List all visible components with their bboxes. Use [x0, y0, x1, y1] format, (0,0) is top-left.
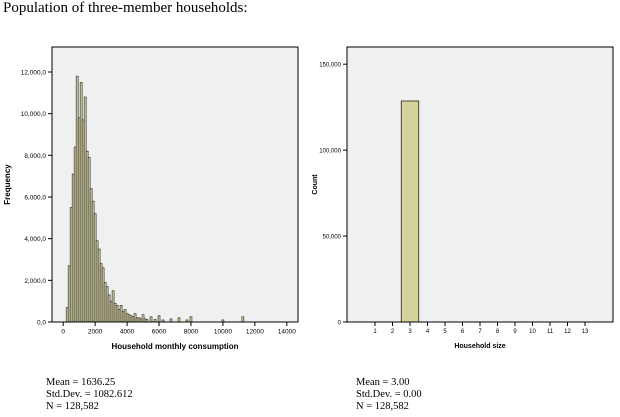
- consumption-y-tick-label: 0,0: [37, 320, 46, 327]
- household-size-x-tick-label: 6: [461, 329, 465, 335]
- consumption-bar: [135, 317, 139, 323]
- consumption-y-tick-label: 6,000,0: [24, 195, 46, 202]
- consumption-bar: [105, 286, 109, 323]
- consumption-bar: [123, 309, 127, 323]
- household-size-x-tick-label: 7: [478, 329, 482, 335]
- household-size-x-tick-label: 1: [373, 329, 377, 335]
- household-size-n: N = 128,582: [356, 401, 409, 412]
- consumption-frame: [51, 46, 299, 323]
- consumption-bar: [111, 290, 115, 323]
- consumption-x-tick-label: 6000: [152, 329, 167, 336]
- consumption-mean: Mean = 1636.25: [46, 377, 116, 388]
- consumption-bar: [125, 313, 129, 323]
- consumption-bar: [117, 309, 121, 323]
- consumption-bar: [67, 265, 71, 323]
- consumption-x-tick-label: 8000: [184, 329, 199, 336]
- consumption-stats: Mean = 1636.25 Std.Dev. = 1082.612 N = 1…: [46, 377, 133, 413]
- consumption-x-tick-label: 0: [61, 329, 65, 336]
- consumption-x-tick-label: 12000: [246, 329, 264, 336]
- household-size-bar: [400, 100, 420, 323]
- consumption-bar: [87, 157, 91, 323]
- consumption-bar: [73, 146, 77, 323]
- consumption-bar: [79, 82, 83, 323]
- consumption-y-tick-label: 12,000,0: [21, 70, 47, 77]
- consumption-x-tick-label: 4000: [120, 329, 135, 336]
- household-size-x-tick-label: 12: [564, 329, 571, 335]
- consumption-bar: [107, 294, 111, 323]
- consumption-bar: [141, 314, 145, 323]
- household-size-mean: Mean = 3.00: [356, 377, 410, 388]
- consumption-bar: [119, 305, 123, 323]
- household-size-x-tick-label: 11: [547, 329, 554, 335]
- consumption-stddev: Std.Dev. = 1082.612: [46, 389, 133, 400]
- household-size-x-tick-label: 9: [513, 329, 517, 335]
- household-size-x-tick-label: 10: [529, 329, 536, 335]
- consumption-bar: [101, 267, 105, 323]
- consumption-bar: [149, 316, 153, 323]
- consumption-bar: [85, 150, 89, 323]
- consumption-bar: [99, 263, 103, 323]
- page-heading: Population of three-member households:: [3, 0, 248, 16]
- household-size-y-tick-label: 100,000: [319, 149, 341, 155]
- consumption-y-tick-label: 2,000,0: [24, 278, 46, 285]
- household-size-y-tick-label: 50,000: [323, 235, 342, 241]
- consumption-x-tick-label: 14000: [278, 329, 296, 336]
- household-size-stats: Mean = 3.00 Std.Dev. = 0.00 N = 128,582: [356, 377, 422, 413]
- household-size-x-tick-label: 2: [391, 329, 395, 335]
- household-size-x-tick-label: 13: [582, 329, 589, 335]
- household-size-stddev: Std.Dev. = 0.00: [356, 389, 422, 400]
- consumption-bar: [113, 302, 117, 323]
- household-size-x-tick-label: 4: [426, 329, 430, 335]
- consumption-bar: [157, 315, 161, 323]
- consumption-bar: [137, 317, 141, 323]
- household-size-x-tick-label: 5: [443, 329, 447, 335]
- consumption-x-tick-label: 10000: [214, 329, 232, 336]
- household-size-x-tick-label: 8: [496, 329, 500, 335]
- consumption-bar: [241, 316, 245, 323]
- household-size-x-tick-label: 3: [408, 329, 412, 335]
- consumption-bar: [69, 207, 73, 323]
- consumption-y-tick-label: 10,000,0: [21, 111, 47, 118]
- household-size-y-tick-label: 150,000: [319, 63, 341, 69]
- household-size-y-axis-label: Count: [312, 174, 319, 195]
- consumption-bar: [177, 317, 181, 323]
- consumption-bar: [93, 213, 97, 323]
- consumption-n: N = 128,582: [46, 401, 99, 412]
- consumption-x-tick-label: 2000: [88, 329, 103, 336]
- consumption-bar: [91, 200, 95, 323]
- consumption-bar: [189, 316, 193, 323]
- household-size-y-tick-label: 0: [338, 321, 342, 327]
- consumption-x-axis-label: Household monthly consumption: [111, 342, 238, 351]
- consumption-y-axis-label: Frequency: [3, 164, 12, 205]
- consumption-y-tick-label: 4,000,0: [24, 236, 46, 243]
- consumption-bar: [81, 119, 85, 323]
- consumption-bar: [75, 75, 79, 323]
- consumption-bar: [131, 316, 135, 323]
- household-size-x-axis-label: Household size: [454, 343, 505, 350]
- consumption-y-tick-label: 8,000,0: [24, 153, 46, 160]
- household-size-plot-area: [347, 47, 613, 322]
- consumption-bar: [129, 315, 133, 323]
- consumption-bar: [95, 240, 99, 323]
